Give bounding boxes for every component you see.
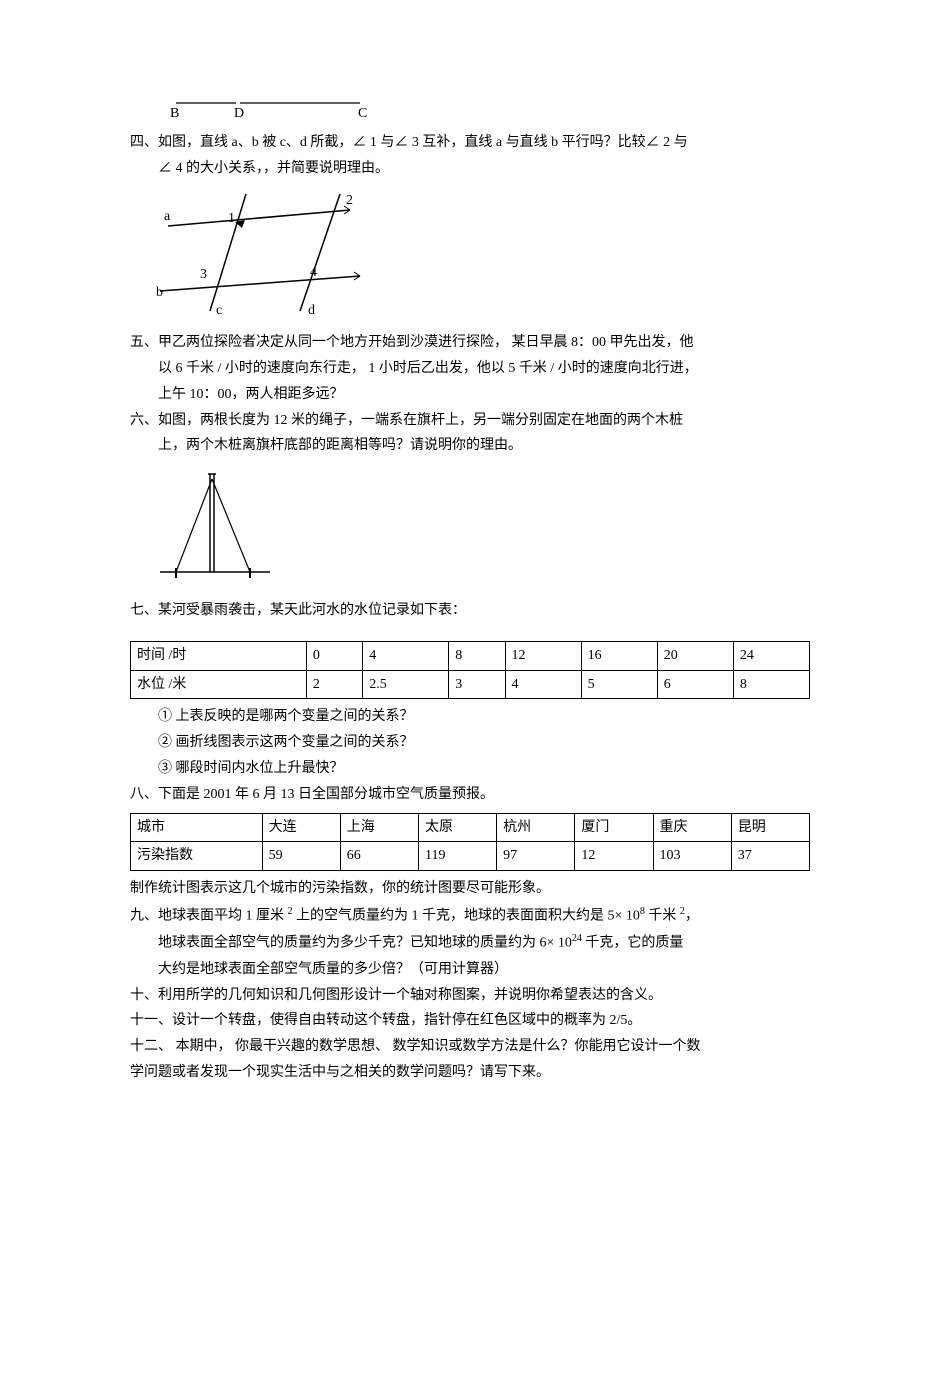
q8-cell: 119 <box>418 842 496 871</box>
q4-label-d: d <box>308 303 315 316</box>
q4-label-c: c <box>216 303 222 316</box>
table-row: 水位 /米 2 2.5 3 4 5 6 8 <box>131 670 810 699</box>
q7-cell: 水位 /米 <box>131 670 307 699</box>
q4-label-1: 1 <box>228 211 235 226</box>
q7-cell: 2.5 <box>363 670 449 699</box>
q9-l1b: 上的空气质量约为 1 千克，地球的表面面积大约是 5× 10 <box>293 909 640 924</box>
q9-l1a: 九、地球表面平均 1 厘米 <box>130 909 288 924</box>
q7-cell: 时间 /时 <box>131 641 307 670</box>
q9-line2: 地球表面全部空气的质量约为多少千克？已知地球的质量约为 6× 1024 千克，它… <box>130 930 830 955</box>
q11: 十一、设计一个转盘，使得自由转动这个转盘，指针停在红色区域中的概率为 2/5。 <box>130 1009 830 1033</box>
q7-cell: 8 <box>449 641 505 670</box>
q7-table: 时间 /时 0 4 8 12 16 20 24 水位 /米 2 2.5 3 4 … <box>130 641 810 700</box>
q7-cell: 2 <box>306 670 362 699</box>
q10: 十、利用所学的几何知识和几何图形设计一个轴对称图案，并说明你希望表达的含义。 <box>130 984 830 1008</box>
q8-cell: 城市 <box>131 813 263 842</box>
q7-cell: 16 <box>581 641 657 670</box>
q4-line2: ∠ 4 的大小关系，，并简要说明理由。 <box>130 157 830 181</box>
q8-cell: 杭州 <box>497 813 575 842</box>
q8-cell: 12 <box>575 842 653 871</box>
q7-intro: 七、某河受暴雨袭击，某天此河水的水位记录如下表： <box>130 599 830 623</box>
q9-line1: 九、地球表面平均 1 厘米 2 上的空气质量约为 1 千克，地球的表面面积大约是… <box>130 903 830 928</box>
q4-label-3: 3 <box>200 267 207 282</box>
label-C: C <box>358 106 367 120</box>
triangle-svg: B D C <box>130 100 390 120</box>
q7-cell: 6 <box>657 670 733 699</box>
q8-cell: 上海 <box>340 813 418 842</box>
triangle-diagram: B D C <box>130 100 830 129</box>
q6-line1: 六、如图，两根长度为 12 米的绳子，一端系在旗杆上，另一端分别固定在地面的两个… <box>130 409 830 433</box>
q5-line3: 上午 10：00，两人相距多远？ <box>130 383 830 407</box>
q7-item2: ② 画折线图表示这两个变量之间的关系？ <box>130 731 830 755</box>
q7-cell: 8 <box>733 670 809 699</box>
q7-item1: ① 上表反映的是哪两个变量之间的关系？ <box>130 705 830 729</box>
q8-cell: 59 <box>262 842 340 871</box>
q7-cell: 24 <box>733 641 809 670</box>
q8-cell: 66 <box>340 842 418 871</box>
q8-after: 制作统计图表示这几个城市的污染指数，你的统计图要尽可能形象。 <box>130 877 830 901</box>
q6-line2: 上，两个木桩离旗杆底部的距离相等吗？请说明你的理由。 <box>130 434 830 458</box>
q7-cell: 0 <box>306 641 362 670</box>
q9-l2a: 地球表面全部空气的质量约为多少千克？已知地球的质量约为 6× 10 <box>158 936 572 951</box>
q12a: 十二、 本期中， 你最干兴趣的数学思想、 数学知识或数学方法是什么？你能用它设计… <box>130 1035 830 1059</box>
q7-item3: ③ 哪段时间内水位上升最快？ <box>130 757 830 781</box>
q8-cell: 37 <box>731 842 809 871</box>
q9-l1c: 千米 <box>645 909 680 924</box>
q8-cell: 大连 <box>262 813 340 842</box>
q9-line3: 大约是地球表面全部空气质量的多少倍？（可用计算器） <box>130 958 830 982</box>
q7-cell: 4 <box>363 641 449 670</box>
q4-label-b: b <box>156 285 163 300</box>
q8-cell: 太原 <box>418 813 496 842</box>
q8-intro: 八、下面是 2001 年 6 月 13 日全国部分城市空气质量预报。 <box>130 783 830 807</box>
q8-table: 城市 大连 上海 太原 杭州 厦门 重庆 昆明 污染指数 59 66 119 9… <box>130 813 810 872</box>
q9-l1d: ， <box>685 909 699 924</box>
q8-cell: 重庆 <box>653 813 731 842</box>
label-B: B <box>170 106 179 120</box>
q6-diagram <box>150 464 830 593</box>
q6-svg <box>150 464 280 584</box>
q7-cell: 12 <box>505 641 581 670</box>
q5-line2: 以 6 千米 / 小时的速度向东行走， 1 小时后乙出发，他以 5 千米 / 小… <box>130 357 830 381</box>
q4-svg: a b c d 1 2 3 4 <box>150 186 380 316</box>
q4-label-2: 2 <box>346 193 353 208</box>
q12b: 学问题或者发现一个现实生活中与之相关的数学问题吗？请写下来。 <box>130 1061 830 1085</box>
table-row: 污染指数 59 66 119 97 12 103 37 <box>131 842 810 871</box>
q4-diagram: a b c d 1 2 3 4 <box>150 186 830 325</box>
q4-label-4: 4 <box>310 265 317 280</box>
q5-line1: 五、甲乙两位探险者决定从同一个地方开始到沙漠进行探险， 某日早晨 8：00 甲先… <box>130 331 830 355</box>
q7-cell: 3 <box>449 670 505 699</box>
q9-sup4: 24 <box>572 933 582 944</box>
q7-cell: 5 <box>581 670 657 699</box>
q8-cell: 97 <box>497 842 575 871</box>
q8-cell: 厦门 <box>575 813 653 842</box>
q4-line1: 四、如图，直线 a、b 被 c、d 所截，∠ 1 与∠ 3 互补，直线 a 与直… <box>130 131 830 155</box>
table-row: 城市 大连 上海 太原 杭州 厦门 重庆 昆明 <box>131 813 810 842</box>
q7-cell: 4 <box>505 670 581 699</box>
label-D: D <box>234 106 244 120</box>
q4-label-a: a <box>164 209 171 224</box>
q8-cell: 103 <box>653 842 731 871</box>
q8-cell: 污染指数 <box>131 842 263 871</box>
q9-l2b: 千克，它的质量 <box>582 936 684 951</box>
q8-cell: 昆明 <box>731 813 809 842</box>
table-row: 时间 /时 0 4 8 12 16 20 24 <box>131 641 810 670</box>
q7-cell: 20 <box>657 641 733 670</box>
